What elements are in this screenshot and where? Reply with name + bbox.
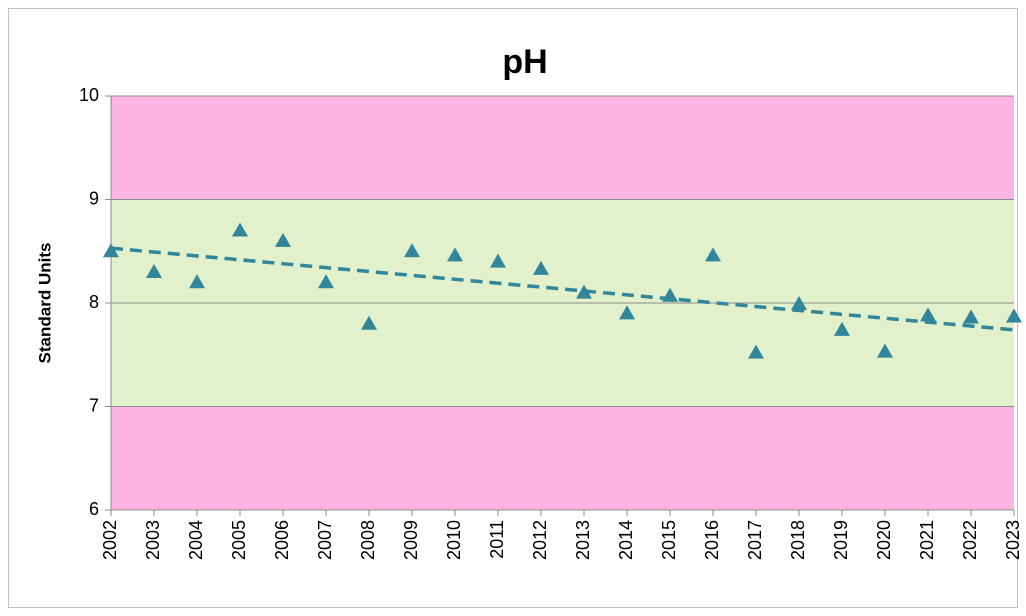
marker (404, 243, 420, 258)
band (111, 96, 1014, 200)
x-tick-label: 2011 (487, 520, 507, 559)
x-tick-label: 2015 (659, 520, 679, 560)
x-tick-label: 2002 (100, 520, 120, 560)
band (111, 406, 1014, 510)
x-tick-label: 2013 (573, 520, 593, 560)
x-tick-label: 2018 (788, 520, 808, 560)
marker (146, 263, 162, 278)
marker (103, 243, 119, 258)
x-tick-label: 2006 (272, 520, 292, 560)
x-tick-label: 2009 (401, 520, 421, 560)
marker (619, 305, 635, 320)
x-tick-label: 2012 (530, 520, 550, 560)
marker (232, 222, 248, 237)
marker (834, 321, 850, 336)
marker (877, 343, 893, 358)
x-tick-label: 2022 (960, 520, 980, 560)
x-tick-label: 2004 (186, 520, 206, 560)
y-tick-label: 10 (79, 85, 99, 105)
x-tick-label: 2023 (1003, 520, 1023, 560)
marker (275, 232, 291, 247)
y-tick-label: 8 (89, 292, 99, 312)
y-tick-label: 9 (89, 188, 99, 208)
x-tick-label: 2019 (831, 520, 851, 560)
marker (920, 307, 936, 322)
marker (361, 315, 377, 330)
chart-title: pH (502, 43, 547, 81)
marker (447, 247, 463, 262)
marker (490, 253, 506, 268)
y-tick-label: 6 (89, 499, 99, 519)
marker (1006, 308, 1022, 323)
y-axis-label: Standard Units (35, 243, 54, 364)
x-tick-label: 2021 (917, 520, 937, 560)
x-tick-label: 2020 (874, 520, 894, 560)
marker (576, 284, 592, 299)
x-tick-label: 2003 (143, 520, 163, 560)
marker (705, 247, 721, 262)
x-tick-label: 2014 (616, 520, 636, 560)
marker (533, 260, 549, 275)
y-tick-label: 7 (89, 395, 99, 415)
x-tick-label: 2010 (444, 520, 464, 560)
x-tick-label: 2016 (702, 520, 722, 560)
x-tick-label: 2017 (745, 520, 765, 560)
marker (662, 287, 678, 302)
x-tick-label: 2007 (315, 520, 335, 560)
x-tick-label: 2005 (229, 520, 249, 560)
marker (318, 274, 334, 289)
marker (189, 274, 205, 289)
marker (963, 309, 979, 324)
x-tick-label: 2008 (358, 520, 378, 560)
marker (748, 344, 764, 359)
marker (791, 296, 807, 311)
